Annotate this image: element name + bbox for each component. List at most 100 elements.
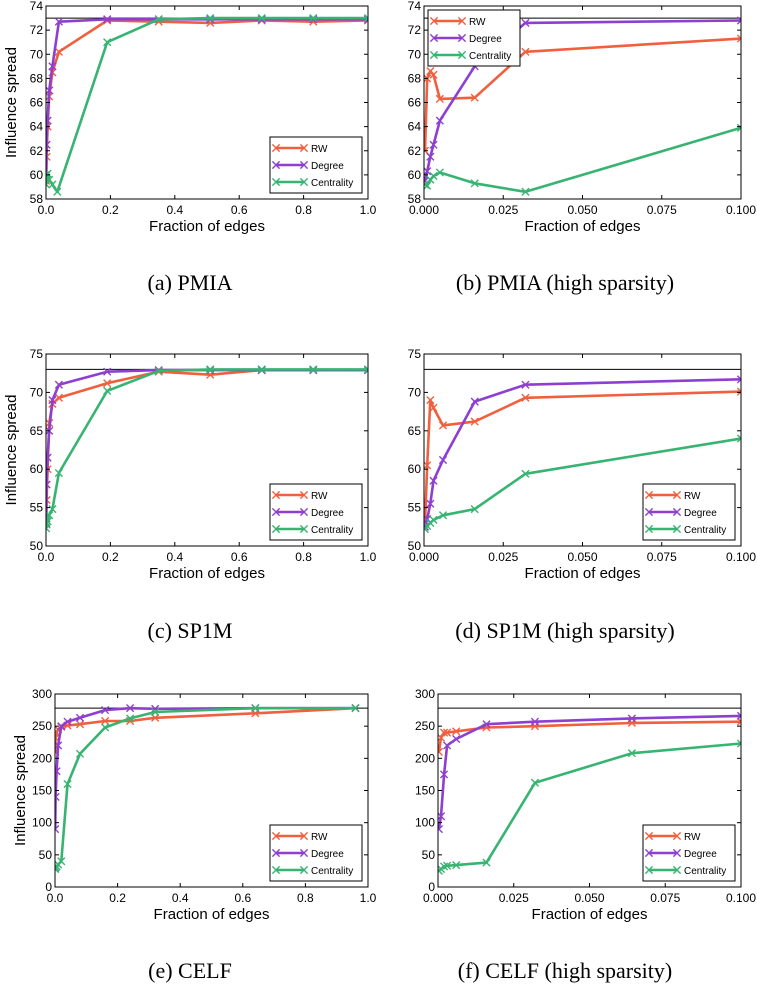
legend-label-degree: Degree [311, 849, 344, 860]
data-point-centrality [103, 38, 112, 47]
panel-caption: (a) PMIA [148, 270, 233, 295]
data-point-rw [438, 747, 444, 756]
data-point-degree [54, 17, 63, 26]
x-tick-label: 0.6 [234, 891, 251, 905]
legend: RW Degree Centrality [269, 136, 363, 194]
legend-marker [672, 524, 682, 534]
y-tick-label: 66 [408, 96, 422, 110]
data-point-degree [438, 825, 444, 834]
data-point-degree [426, 499, 435, 508]
x-tick-label: 0.025 [488, 550, 518, 564]
y-tick-label: 75 [30, 347, 44, 361]
data-point-centrality [75, 749, 85, 758]
x-tick-label: 1.0 [360, 203, 377, 217]
data-point-centrality [482, 858, 491, 867]
legend-marker [299, 865, 309, 875]
y-tick-label: 100 [415, 816, 435, 830]
data-point-centrality [736, 739, 741, 748]
data-point-centrality [736, 123, 741, 132]
y-tick-label: 64 [30, 120, 44, 134]
data-point-rw [429, 403, 438, 412]
y-tick-label: 66 [30, 96, 44, 110]
legend-label-rw: RW [684, 832, 701, 843]
data-point-degree [438, 812, 446, 821]
panel-caption: (e) CELF [148, 958, 232, 983]
x-tick-label: 0.075 [650, 891, 680, 905]
legend-label-degree: Degree [469, 34, 502, 45]
data-point-degree [46, 480, 51, 489]
x-tick-label: 0.8 [297, 891, 314, 905]
x-tick-label: 0.6 [231, 203, 248, 217]
data-point-centrality [521, 187, 530, 196]
data-point-centrality [57, 857, 66, 866]
x-tick-label: 0.075 [647, 550, 677, 564]
chart-panel-3: 0.0 0.2 0.4 0.6 0.8 1.0 50 55 60 65 70 75 Fraction o… [3, 347, 377, 643]
legend-marker [299, 848, 309, 858]
legend-label-rw: RW [311, 144, 328, 155]
y-axis-label: Influence spread [3, 395, 20, 506]
legend: RW Degree Centrality [642, 483, 736, 541]
legend-marker [271, 524, 281, 534]
data-point-centrality [154, 15, 163, 24]
data-point-degree [521, 18, 530, 27]
y-tick-label: 200 [32, 751, 52, 765]
legend-marker [644, 524, 654, 534]
data-point-degree [627, 714, 637, 723]
legend-marker [271, 865, 281, 875]
data-point-centrality [46, 517, 52, 526]
data-point-degree [46, 453, 52, 462]
y-tick-label: 60 [408, 168, 422, 182]
legend-label-degree: Degree [311, 161, 344, 172]
chart-panel-1: 0.0 0.2 0.4 0.6 0.8 1.0 58 60 62 64 66 68 70 72 74 Frac… [3, 0, 377, 295]
legend-marker [299, 177, 309, 187]
x-tick-label: 0.100 [726, 891, 756, 905]
data-point-degree [103, 367, 112, 376]
y-tick-label: 150 [415, 784, 435, 798]
legend-marker [271, 160, 281, 170]
data-point-degree [736, 16, 741, 25]
y-tick-label: 50 [30, 539, 44, 553]
y-tick-label: 250 [32, 719, 52, 733]
x-tick-label: 0.000 [409, 203, 439, 217]
x-tick-label: 0.050 [567, 550, 597, 564]
x-axis-label: Fraction of edges [149, 565, 265, 582]
panel-caption: (b) PMIA (high sparsity) [456, 270, 674, 295]
y-tick-label: 70 [30, 47, 44, 61]
legend-label-degree: Degree [311, 508, 344, 519]
legend-marker [644, 490, 654, 500]
data-point-degree [435, 116, 444, 125]
legend-marker [457, 33, 467, 43]
data-point-rw [470, 93, 479, 102]
data-point-degree [103, 15, 112, 24]
legend: RW Degree Centrality [642, 824, 736, 882]
data-point-degree [482, 720, 491, 729]
x-tick-label: 0.0 [38, 203, 55, 217]
data-point-centrality [429, 515, 438, 524]
y-tick-label: 68 [408, 71, 422, 85]
x-axis-label: Fraction of edges [525, 565, 641, 582]
data-point-degree [442, 741, 452, 750]
data-point-centrality [442, 861, 452, 870]
panel-caption: (d) SP1M (high sparsity) [455, 618, 674, 643]
chart-panel-5: 0.0 0.2 0.4 0.6 0.8 1.0 0 50 100 150 200 250 300 Frac… [12, 687, 377, 983]
legend-label-rw: RW [469, 17, 486, 28]
data-point-centrality [438, 511, 448, 520]
legend-label-rw: RW [684, 491, 701, 502]
x-tick-label: 0.050 [574, 891, 604, 905]
legend-marker [644, 507, 654, 517]
x-tick-label: 0.050 [567, 203, 597, 217]
legend-marker [429, 33, 439, 43]
y-tick-label: 0 [428, 880, 435, 894]
legend-label-centrality: Centrality [311, 178, 353, 189]
legend-marker [271, 507, 281, 517]
data-point-centrality [736, 434, 741, 443]
x-tick-label: 0.100 [726, 550, 756, 564]
legend-marker [672, 507, 682, 517]
data-point-degree [100, 705, 110, 715]
data-point-rw [100, 716, 110, 726]
legend-label-degree: Degree [684, 508, 717, 519]
data-point-centrality [100, 723, 110, 732]
y-tick-label: 58 [30, 192, 44, 206]
legend-label-degree: Degree [684, 849, 717, 860]
legend-marker [299, 160, 309, 170]
